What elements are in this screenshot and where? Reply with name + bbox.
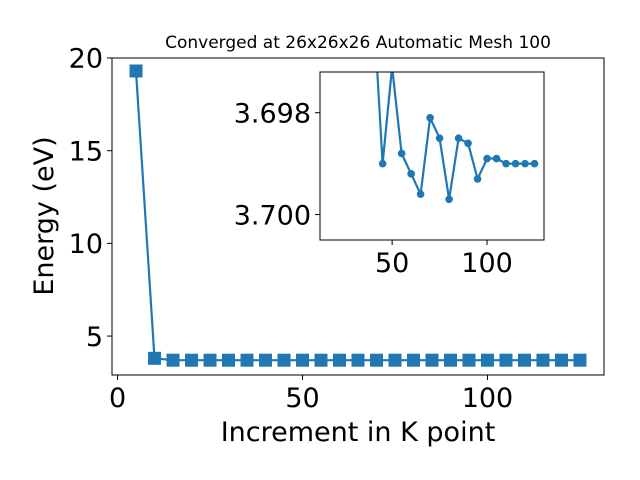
x-axis-label: Increment in K point	[221, 417, 496, 448]
inset-data-point	[416, 190, 425, 198]
inset-axis-ticks: 50 100 3.698 3.700	[234, 98, 513, 279]
main-data-point	[222, 353, 236, 367]
inset-data-point	[511, 159, 520, 168]
main-axis-ticks: 0 50 100 5 10 15 20	[69, 44, 514, 414]
main-y-tick-label: 10	[69, 229, 103, 260]
main-data-point	[314, 353, 328, 367]
main-data-point	[554, 353, 568, 367]
inset-data-point	[530, 159, 539, 168]
main-y-tick-label: 15	[69, 136, 103, 167]
inset-data-point	[483, 154, 491, 163]
main-data-point	[148, 351, 162, 365]
main-data-point	[129, 64, 143, 78]
main-x-tick-label: 50	[285, 383, 319, 414]
inset-data-series	[376, 72, 539, 204]
main-y-tick-label: 5	[86, 322, 103, 353]
inset-y-tick-label: 3.700	[234, 200, 311, 231]
main-data-point	[277, 353, 291, 367]
inset-data-point	[435, 134, 444, 142]
main-data-point	[351, 353, 365, 367]
inset-data-point	[464, 139, 472, 148]
main-data-point	[480, 353, 494, 367]
inset-data-point	[378, 159, 387, 168]
chart-title: Converged at 26x26x26 Automatic Mesh 100	[165, 33, 551, 53]
main-data-point	[296, 353, 310, 367]
main-data-point	[462, 353, 476, 367]
main-y-tick-label: 20	[69, 44, 103, 75]
inset-axes-frame	[319, 71, 545, 241]
inset-x-tick-label: 100	[461, 248, 513, 279]
inset-data-point	[502, 159, 510, 168]
inset-data-point	[473, 175, 482, 183]
main-chart: Converged at 26x26x26 Automatic Mesh 100…	[29, 33, 605, 448]
main-data-point	[203, 353, 217, 367]
inset-y-tick-label: 3.698	[234, 98, 311, 129]
inset-data-point	[454, 134, 463, 142]
main-axes-frame	[111, 57, 605, 376]
main-data-point	[406, 353, 420, 367]
main-x-tick-label: 100	[462, 383, 514, 414]
main-data-point	[517, 353, 531, 367]
main-data-point	[425, 353, 439, 367]
inset-chart: 50 100 3.698 3.700	[234, 71, 545, 279]
main-data-point	[166, 353, 180, 367]
main-data-point	[369, 353, 383, 367]
inset-x-tick-label: 50	[375, 248, 409, 279]
inset-data-point	[521, 159, 529, 168]
main-data-point	[573, 353, 587, 367]
inset-data-point	[492, 154, 501, 163]
inset-background	[320, 72, 544, 240]
inset-data-point	[426, 114, 434, 122]
main-data-point	[185, 353, 199, 367]
main-data-point	[388, 353, 402, 367]
main-data-point	[536, 353, 550, 367]
inset-data-point	[407, 170, 415, 178]
y-axis-label: Energy (eV)	[29, 136, 60, 295]
inset-data-point	[397, 149, 406, 158]
main-data-series	[129, 64, 587, 367]
main-data-point	[240, 353, 254, 367]
main-data-point	[259, 353, 273, 367]
main-data-point	[333, 353, 347, 367]
main-data-point	[443, 353, 457, 367]
main-data-point	[499, 353, 513, 367]
main-x-tick-label: 0	[109, 383, 126, 414]
inset-data-point	[445, 195, 453, 204]
